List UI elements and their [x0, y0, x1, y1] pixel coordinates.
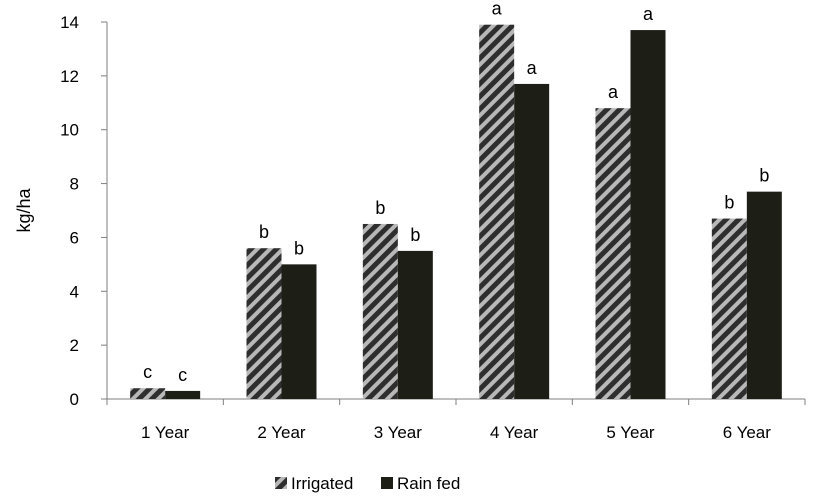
- bar-irrigated: [362, 223, 398, 399]
- significance-label: b: [294, 238, 304, 258]
- y-tick-label: 2: [70, 336, 79, 355]
- significance-label: a: [608, 82, 619, 102]
- bar-rain-fed: [514, 83, 550, 399]
- significance-label: a: [643, 4, 654, 24]
- y-tick-label: 14: [60, 13, 79, 32]
- significance-label: b: [759, 166, 769, 186]
- y-tick-label: 8: [70, 175, 79, 194]
- y-axis-title: kg/ha: [14, 188, 34, 233]
- x-tick-label: 3 Year: [374, 423, 423, 442]
- significance-label: b: [259, 222, 269, 242]
- significance-label: a: [527, 58, 538, 78]
- bar-rain-fed: [165, 390, 201, 399]
- x-tick-label: 4 Year: [490, 423, 539, 442]
- bar-rain-fed: [281, 264, 317, 399]
- bar-irrigated: [595, 108, 631, 400]
- significance-label: a: [492, 0, 503, 19]
- significance-label: c: [178, 365, 187, 385]
- legend-label-irrigated: Irrigated: [291, 474, 353, 493]
- significance-label: c: [143, 362, 152, 382]
- bar-rain-fed: [630, 30, 666, 399]
- bar-rain-fed: [397, 250, 433, 399]
- bar-irrigated: [130, 388, 166, 399]
- legend-swatch-irrigated: [275, 477, 287, 489]
- y-tick-label: 6: [70, 228, 79, 247]
- significance-label: b: [724, 193, 734, 213]
- x-tick-label: 2 Year: [257, 423, 306, 442]
- x-tick-label: 5 Year: [606, 423, 655, 442]
- bar-irrigated: [479, 24, 515, 399]
- y-tick-label: 12: [60, 67, 79, 86]
- bar-irrigated: [711, 218, 747, 399]
- bar-irrigated: [246, 248, 282, 399]
- bar-rain-fed: [746, 191, 782, 399]
- legend-swatch-rain-fed: [381, 477, 393, 489]
- y-tick-label: 0: [70, 390, 79, 409]
- legend-label-rain-fed: Rain fed: [397, 474, 460, 493]
- y-tick-label: 4: [70, 282, 79, 301]
- significance-label: b: [375, 198, 385, 218]
- y-tick-label: 10: [60, 121, 79, 140]
- x-tick-label: 6 Year: [723, 423, 772, 442]
- significance-label: b: [410, 225, 420, 245]
- x-tick-label: 1 Year: [141, 423, 190, 442]
